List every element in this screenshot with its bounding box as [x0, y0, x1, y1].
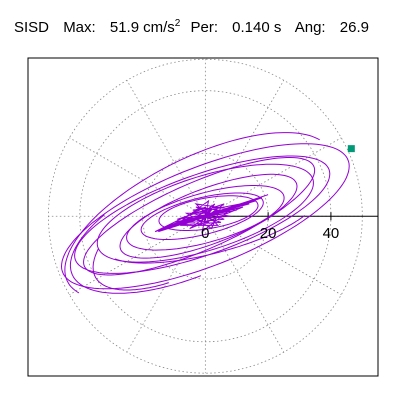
max-value: 51.9: [109, 19, 140, 36]
ang-value: 26.9: [339, 19, 369, 36]
max-unit-exponent: 2: [174, 18, 181, 29]
per-value: 0.140 s: [232, 19, 282, 36]
trace-loop-2: [74, 155, 331, 274]
polar-spoke-150: [69, 137, 206, 217]
station-code: SISD: [14, 19, 50, 36]
trace-arc-4: [114, 215, 305, 264]
trace-arc-1: [64, 132, 320, 294]
plot-frame: [27, 57, 379, 377]
x-tick-label-20: 20: [260, 225, 277, 242]
polar-spoke-60: [205, 80, 285, 217]
trace-arc-3: [92, 248, 170, 291]
max-label: Max:: [63, 19, 96, 36]
trace-loop-6: [126, 185, 285, 251]
trace-arc-2: [69, 214, 202, 294]
x-tick-label-40: 40: [323, 225, 340, 242]
motion-trace: [60, 132, 350, 294]
trace-loop-7: [140, 192, 264, 240]
trace-end-marker: [347, 145, 355, 153]
x-axis-tick-labels: 0 20 40: [201, 225, 339, 242]
plot-header: SISD Max: 51.9 cm/s2 Per: 0.140 s Ang: 26…: [14, 18, 379, 36]
trace-core: [154, 194, 269, 233]
x-tick-label-0: 0: [201, 225, 209, 242]
per-label: Per:: [190, 19, 218, 36]
polar-spoke-30: [205, 137, 342, 217]
ang-label: Ang:: [294, 19, 326, 36]
max-unit: cm/s: [143, 19, 175, 36]
